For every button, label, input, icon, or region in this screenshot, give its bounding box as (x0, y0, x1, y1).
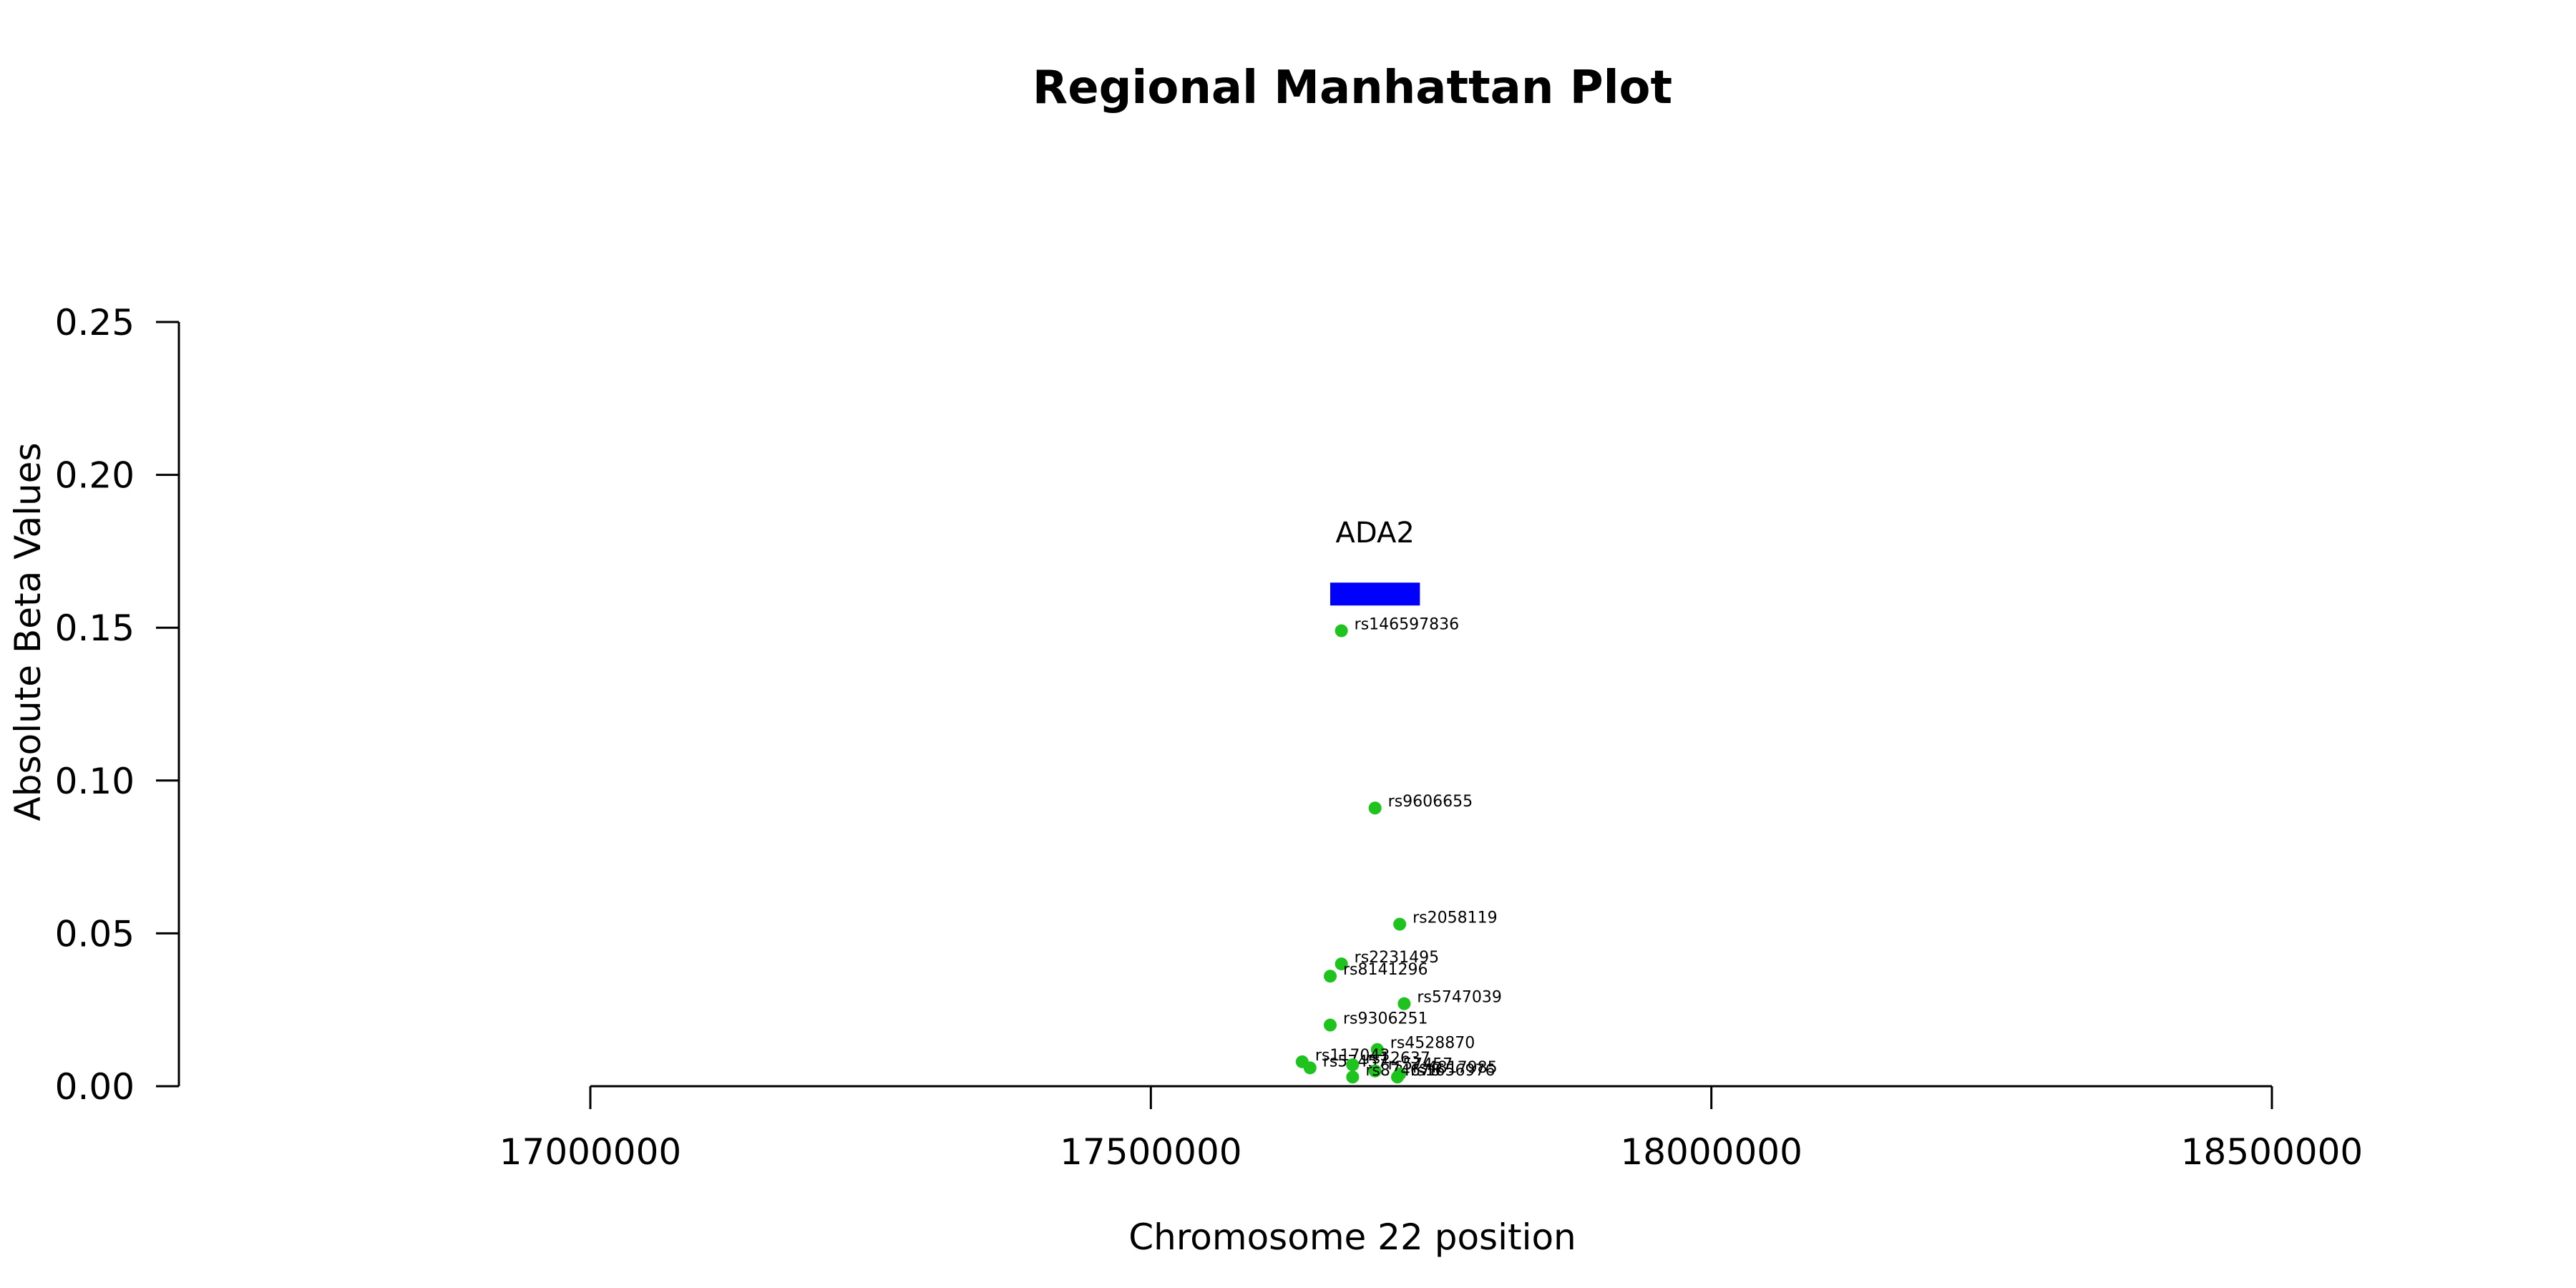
snp-label: rs9606655 (1388, 793, 1473, 811)
snp-label: rs2058119 (1413, 909, 1498, 927)
y-axis: 0.00 0.05 0.10 0.15 0.20 0.25 (55, 302, 180, 1108)
snp-point (1303, 1061, 1317, 1075)
snp-point (1368, 1064, 1382, 1078)
chart-title: Regional Manhattan Plot (1033, 62, 1672, 114)
snp-points: rs146597836rs9606655rs2058119rs2231495rs… (1295, 615, 1502, 1084)
snp-label: rs1656976 (1410, 1062, 1496, 1080)
x-tick-label: 18500000 (2181, 1131, 2363, 1173)
y-axis-label: Absolute Beta Values (7, 443, 49, 821)
x-tick-label: 18000000 (1620, 1131, 1802, 1173)
y-tick-label: 0.10 (55, 761, 135, 802)
snp-point (1335, 957, 1348, 971)
snp-label: rs5747039 (1417, 989, 1501, 1007)
snp-label: rs4528870 (1390, 1035, 1475, 1053)
snp-label: rs2231495 (1355, 949, 1440, 967)
snp-label: rs4817985 (1413, 1059, 1498, 1077)
gene-track: ADA2 (1330, 517, 1420, 606)
y-tick-label: 0.25 (55, 302, 135, 343)
snp-point (1393, 917, 1407, 931)
x-axis: 17000000 17500000 18000000 18500000 (499, 1085, 2363, 1173)
snp-point (1346, 1070, 1360, 1084)
x-axis-label: Chromosome 22 position (1128, 1216, 1576, 1258)
snp-label: rs8141296 (1343, 961, 1428, 979)
snp-point (1324, 970, 1337, 983)
gene-label: ADA2 (1336, 517, 1415, 550)
snp-point (1368, 801, 1382, 815)
snp-label: rs9306251 (1343, 1010, 1428, 1028)
y-tick-label: 0.15 (55, 608, 135, 649)
x-tick-label: 17000000 (499, 1131, 682, 1173)
y-tick-label: 0.20 (55, 455, 135, 497)
x-tick-label: 17500000 (1060, 1131, 1242, 1173)
y-tick-label: 0.05 (55, 913, 135, 955)
snp-point (1324, 1018, 1337, 1032)
snp-point (1370, 1043, 1384, 1056)
snp-point (1391, 1070, 1404, 1084)
snp-point (1335, 624, 1348, 638)
snp-point (1346, 1058, 1360, 1072)
y-tick-label: 0.00 (55, 1066, 135, 1108)
snp-point (1397, 997, 1411, 1010)
gene-bar (1330, 582, 1420, 606)
snp-label: rs146597836 (1355, 615, 1459, 633)
